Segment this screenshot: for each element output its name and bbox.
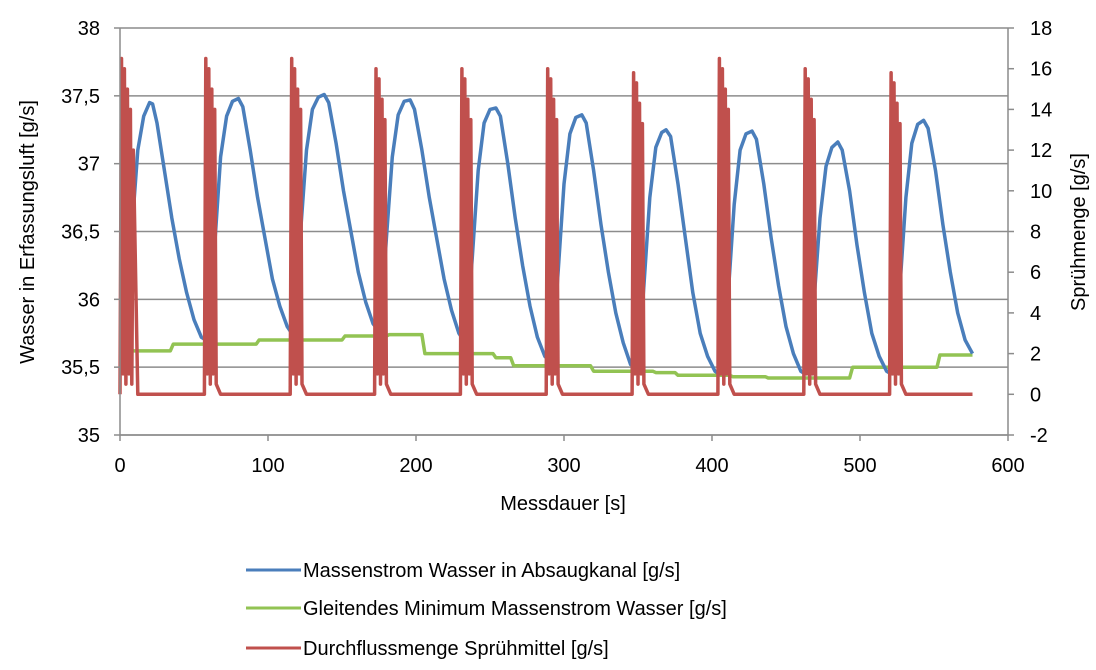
legend-item: Massenstrom Wasser in Absaugkanal [g/s]	[246, 560, 680, 582]
y-axis-left-title: Wasser in Erfassungsluft [g/s]	[17, 100, 39, 364]
y-right-tick-label: 12	[1030, 140, 1052, 162]
y-right-tick-label: 4	[1030, 303, 1041, 325]
legend-item: Gleitendes Minimum Massenstrom Wasser [g…	[246, 598, 727, 620]
y-right-tick-label: -2	[1030, 425, 1048, 447]
legend-item: Durchflussmenge Sprühmittel [g/s]	[246, 638, 609, 660]
y-right-tick-label: 2	[1030, 344, 1041, 366]
y-left-tick-label: 36	[78, 289, 100, 311]
axes	[114, 28, 1014, 441]
series-layer	[120, 59, 973, 395]
x-tick-label: 100	[251, 455, 284, 477]
legend: Massenstrom Wasser in Absaugkanal [g/s] …	[246, 560, 727, 660]
y-right-tick-label: 16	[1030, 59, 1052, 81]
y-right-tick-label: 0	[1030, 384, 1041, 406]
y-left-tick-label: 38	[78, 18, 100, 40]
legend-label: Gleitendes Minimum Massenstrom Wasser [g…	[303, 598, 727, 620]
y-right-tick-label: 8	[1030, 222, 1041, 244]
y-right-tick-label: 10	[1030, 181, 1052, 203]
x-tick-label: 0	[114, 455, 125, 477]
x-tick-label: 200	[399, 455, 432, 477]
y-left-tick-label: 37	[78, 154, 100, 176]
y-right-tick-label: 14	[1030, 99, 1052, 121]
x-tick-label: 300	[547, 455, 580, 477]
gridlines	[120, 28, 1008, 435]
legend-label: Massenstrom Wasser in Absaugkanal [g/s]	[303, 560, 680, 582]
y-right-tick-label: 18	[1030, 18, 1052, 40]
y-left-tick-label: 35	[78, 425, 100, 447]
y-right-tick-label: 6	[1030, 262, 1041, 284]
x-axis-title: Messdauer [s]	[500, 493, 626, 515]
x-tick-label: 600	[991, 455, 1024, 477]
x-tick-label: 400	[695, 455, 728, 477]
y-left-tick-label: 37,5	[61, 86, 100, 108]
y-axis-right-title: Sprühmenge [g/s]	[1068, 153, 1090, 311]
y-left-tick-label: 35,5	[61, 357, 100, 379]
y-left-tick-label: 36,5	[61, 222, 100, 244]
legend-label: Durchflussmenge Sprühmittel [g/s]	[303, 638, 609, 660]
x-tick-label: 500	[843, 455, 876, 477]
